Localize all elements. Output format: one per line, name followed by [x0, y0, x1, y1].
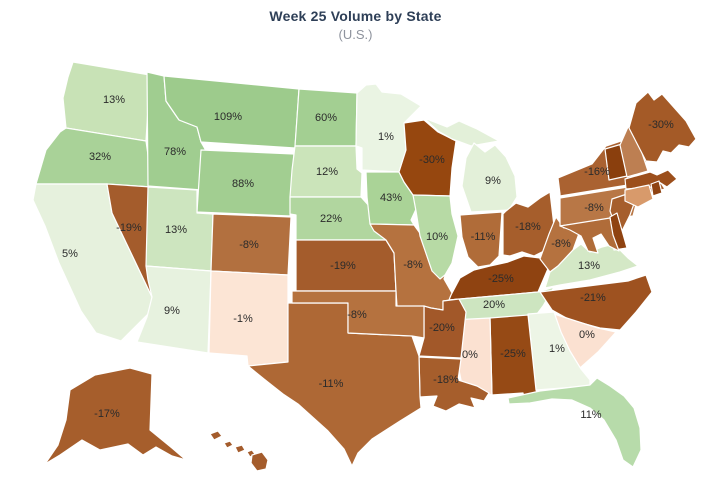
state-label-oh: -18%	[515, 221, 541, 233]
state-label-nv: -19%	[116, 222, 142, 234]
state-label-sd: 12%	[316, 166, 338, 178]
state-label-nm: -1%	[233, 313, 253, 325]
state-label-mt: 109%	[214, 111, 242, 123]
state-label-ia: 43%	[380, 192, 402, 204]
state-label-id: 78%	[164, 146, 186, 158]
state-label-ky: -25%	[488, 273, 514, 285]
state-label-ny: -16%	[584, 166, 610, 178]
state-label-ar: -20%	[429, 322, 455, 334]
state-mi[interactable]	[461, 142, 518, 213]
state-label-co: -8%	[239, 239, 259, 251]
state-hi[interactable]	[250, 451, 269, 472]
state-label-mn: 1%	[378, 131, 394, 143]
state-la[interactable]	[418, 356, 490, 412]
state-label-az: 9%	[164, 305, 180, 317]
state-ok[interactable]	[291, 290, 425, 339]
state-label-wv: -8%	[551, 238, 571, 250]
state-label-mi: 9%	[485, 175, 501, 187]
state-ct[interactable]	[624, 184, 654, 208]
state-il[interactable]	[412, 194, 459, 280]
states-group	[32, 61, 697, 472]
chart-header: Week 25 Volume by State (U.S.)	[0, 8, 711, 42]
state-ar[interactable]	[418, 298, 467, 359]
state-hi[interactable]	[223, 440, 234, 449]
state-label-ne: 22%	[320, 213, 342, 225]
state-in[interactable]	[459, 211, 503, 268]
state-label-wi: -30%	[419, 154, 445, 166]
state-label-la: -18%	[433, 374, 459, 386]
state-label-ms: 0%	[462, 349, 478, 361]
state-fl[interactable]	[507, 377, 642, 468]
state-label-va: 13%	[578, 260, 600, 272]
state-label-mo: -8%	[403, 259, 423, 271]
state-ak[interactable]	[44, 367, 187, 465]
state-labels-group: 13% 32% 5% -19% 78% 109% 88% 13% -8% 9% -1% 60% 12% 2…	[62, 94, 674, 421]
state-me[interactable]	[628, 91, 697, 163]
chart-title: Week 25 Volume by State	[269, 8, 442, 24]
state-label-ok: -8%	[347, 309, 367, 321]
state-mi[interactable]	[423, 117, 500, 147]
state-ri[interactable]	[650, 180, 663, 197]
state-label-ak: -17%	[94, 408, 120, 420]
state-hi[interactable]	[234, 444, 246, 454]
state-label-in: -11%	[471, 231, 496, 243]
state-sd[interactable]	[289, 145, 363, 198]
chart-subtitle: (U.S.)	[338, 27, 373, 42]
state-label-wy: 88%	[232, 178, 254, 190]
state-wy[interactable]	[196, 149, 295, 217]
state-label-fl: 11%	[580, 409, 601, 421]
state-md[interactable]	[559, 217, 620, 254]
state-label-nc: -21%	[580, 292, 606, 304]
state-label-wa: 13%	[103, 94, 125, 106]
state-label-me: -30%	[648, 119, 674, 131]
state-label-ga: 1%	[549, 343, 565, 355]
state-label-tx: -11%	[319, 378, 344, 390]
state-label-ut: 13%	[165, 224, 187, 236]
state-label-sc: 0%	[579, 329, 595, 341]
state-label-or: 32%	[89, 151, 111, 163]
state-nh[interactable]	[619, 126, 649, 178]
state-label-pa: -8%	[584, 202, 604, 214]
state-label-al: -25%	[500, 348, 526, 360]
state-label-ks: -19%	[330, 260, 356, 272]
state-nc[interactable]	[539, 274, 653, 331]
state-label-nd: 60%	[315, 112, 337, 124]
state-label-tn: 20%	[483, 299, 505, 311]
state-label-ca: 5%	[62, 248, 78, 260]
state-hi[interactable]	[209, 430, 223, 441]
state-label-il: 10%	[426, 231, 448, 243]
